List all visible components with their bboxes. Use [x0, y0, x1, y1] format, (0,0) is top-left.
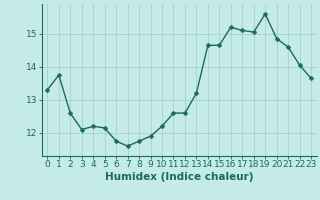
X-axis label: Humidex (Indice chaleur): Humidex (Indice chaleur) — [105, 172, 253, 182]
